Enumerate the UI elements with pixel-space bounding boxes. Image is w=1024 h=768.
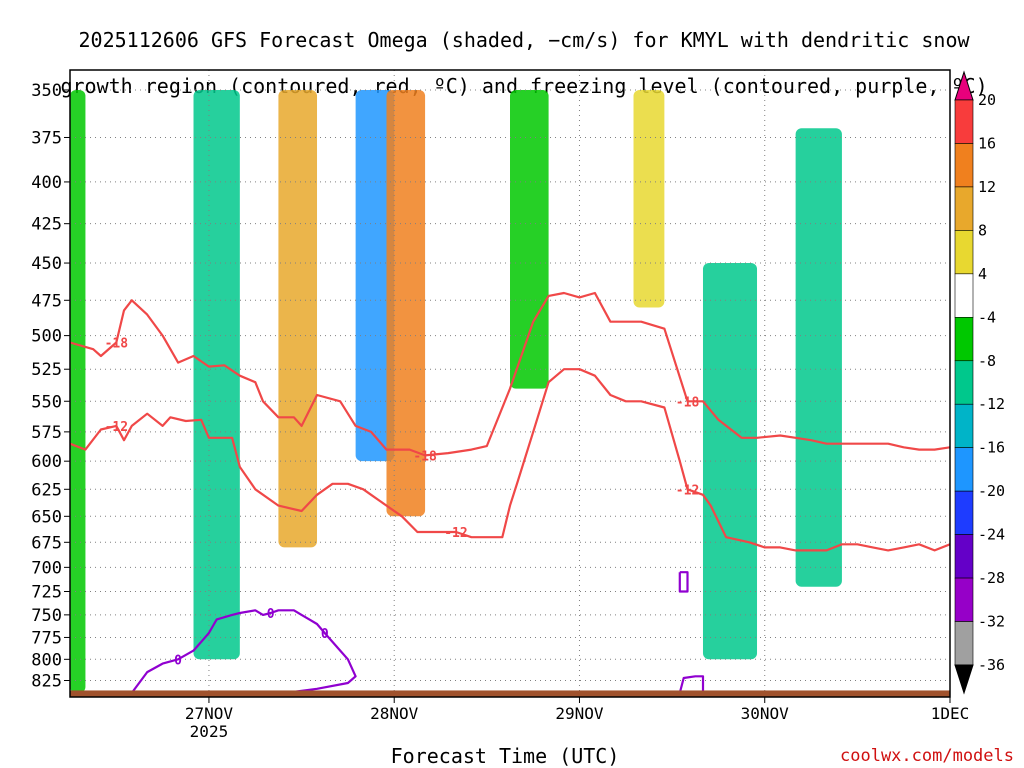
y-tick-label-350: 350 <box>31 81 62 101</box>
title-line-1: 2025112606 GFS Forecast Omega (shaded, −… <box>78 28 970 52</box>
omega-feature-4 <box>386 89 426 517</box>
plot-frame <box>69 69 951 698</box>
x-tick-label-1DEC: 1DEC <box>931 704 970 723</box>
y-tick-label-425: 425 <box>31 215 62 235</box>
omega-feature-3 <box>355 89 395 462</box>
colorbar-label-5: -4 <box>978 308 996 326</box>
y-tick-label-700: 700 <box>31 558 62 578</box>
colorbar-box-5 <box>954 317 974 362</box>
contour-0-4 <box>678 675 705 694</box>
colorbar-label-6: -8 <box>978 352 996 370</box>
colorbar-label-11: -28 <box>978 569 1005 587</box>
colorbar-box-8 <box>954 447 974 492</box>
colorbar: 20 16 12 8 4 -4 -8 -12 -16 -20 -24 -28 -32 -36 <box>954 70 1005 695</box>
x-tick-label-27NOV: 27NOV <box>185 704 234 723</box>
x-tick-label-30NOV: 30NOV <box>741 704 790 723</box>
colorbar-box-0 <box>954 99 974 144</box>
colorbar-box-10 <box>954 534 974 579</box>
terrain <box>70 690 950 697</box>
colorbar-box-9 <box>954 490 974 535</box>
y-tick-label-775: 775 <box>31 628 62 648</box>
colorbar-label-1: 16 <box>978 134 996 152</box>
y-tick-label-825: 825 <box>31 672 62 692</box>
omega-feature-1 <box>193 89 240 660</box>
contours: -18 -18 -18 -12 -12 -12 0 0 0 <box>70 291 950 694</box>
contour-0-2 <box>130 609 357 694</box>
y-tick-label-750: 750 <box>31 606 62 626</box>
y-tick-label-800: 800 <box>31 650 62 670</box>
contour-label-2-2: 0 <box>321 627 329 642</box>
y-tick-label-725: 725 <box>31 583 62 603</box>
colorbar-box-4 <box>954 273 974 318</box>
contour-label-0-0: -18 <box>105 336 129 351</box>
terrain-fill <box>70 690 950 697</box>
grid-lines <box>70 70 951 697</box>
y-tick-label-525: 525 <box>31 360 62 380</box>
x-axis-title: Forecast Time (UTC) <box>390 744 620 768</box>
colorbar-box-12 <box>954 621 974 666</box>
x-tick-year-label: 2025 <box>190 722 229 741</box>
colorbar-label-12: -32 <box>978 613 1005 631</box>
omega-feature-0 <box>70 89 86 693</box>
y-tick-label-650: 650 <box>31 507 62 527</box>
colorbar-box-2 <box>954 186 974 231</box>
y-tick-label-500: 500 <box>31 327 62 347</box>
colorbar-label-7: -12 <box>978 395 1005 413</box>
colorbar-label-9: -20 <box>978 482 1005 500</box>
x-tick-label-29NOV: 29NOV <box>555 704 604 723</box>
y-tick-label-450: 450 <box>31 254 62 274</box>
contour-label-2-0: 0 <box>174 653 182 668</box>
colorbar-label-10: -24 <box>978 526 1005 544</box>
contour-label-1-0: -12 <box>105 420 128 435</box>
omega-feature-5 <box>510 89 549 389</box>
contour-label-1-2: -12 <box>676 483 699 498</box>
colorbar-label-13: -36 <box>978 656 1005 674</box>
colorbar-box-1 <box>954 143 974 188</box>
contour-label-1-1: -12 <box>444 526 467 541</box>
contour--12-1 <box>70 368 950 552</box>
y-tick-label-675: 675 <box>31 533 62 553</box>
colorbar-label-2: 12 <box>978 178 996 196</box>
credit-link[interactable]: coolwx.com/models <box>840 746 1014 766</box>
y-tick-label-550: 550 <box>31 392 62 412</box>
omega-feature-2 <box>278 89 318 548</box>
y-tick-label-600: 600 <box>31 452 62 472</box>
colorbar-label-3: 8 <box>978 221 987 239</box>
colorbar-label-8: -16 <box>978 439 1005 457</box>
y-tick-label-375: 375 <box>31 128 62 148</box>
axes: 350 375 400 425 450 475 500 525 550 575 600 625 650 6… <box>31 81 970 741</box>
y-tick-label-400: 400 <box>31 173 62 193</box>
colorbar-box-3 <box>954 230 974 275</box>
colorbar-box-11 <box>954 577 974 622</box>
x-tick-label-28NOV: 28NOV <box>370 704 419 723</box>
colorbar-box-6 <box>954 360 974 405</box>
omega-shading <box>70 89 842 693</box>
y-tick-label-575: 575 <box>31 423 62 443</box>
colorbar-label-4: 4 <box>978 265 987 283</box>
contour-label-0-2: -18 <box>676 395 700 410</box>
omega-feature-6 <box>633 89 665 308</box>
contour-0-3 <box>678 571 689 593</box>
colorbar-box-7 <box>954 403 974 448</box>
omega-feature-8 <box>795 128 842 587</box>
contour-label-0-1: -18 <box>413 449 437 464</box>
colorbar-bottom-arrow <box>954 664 974 695</box>
colorbar-top-arrow <box>954 70 974 101</box>
y-tick-label-625: 625 <box>31 480 62 500</box>
contour-label-2-1: 0 <box>267 607 275 622</box>
colorbar-label-0: 20 <box>978 91 996 109</box>
contour--18-0 <box>70 291 950 457</box>
y-tick-label-475: 475 <box>31 291 62 311</box>
